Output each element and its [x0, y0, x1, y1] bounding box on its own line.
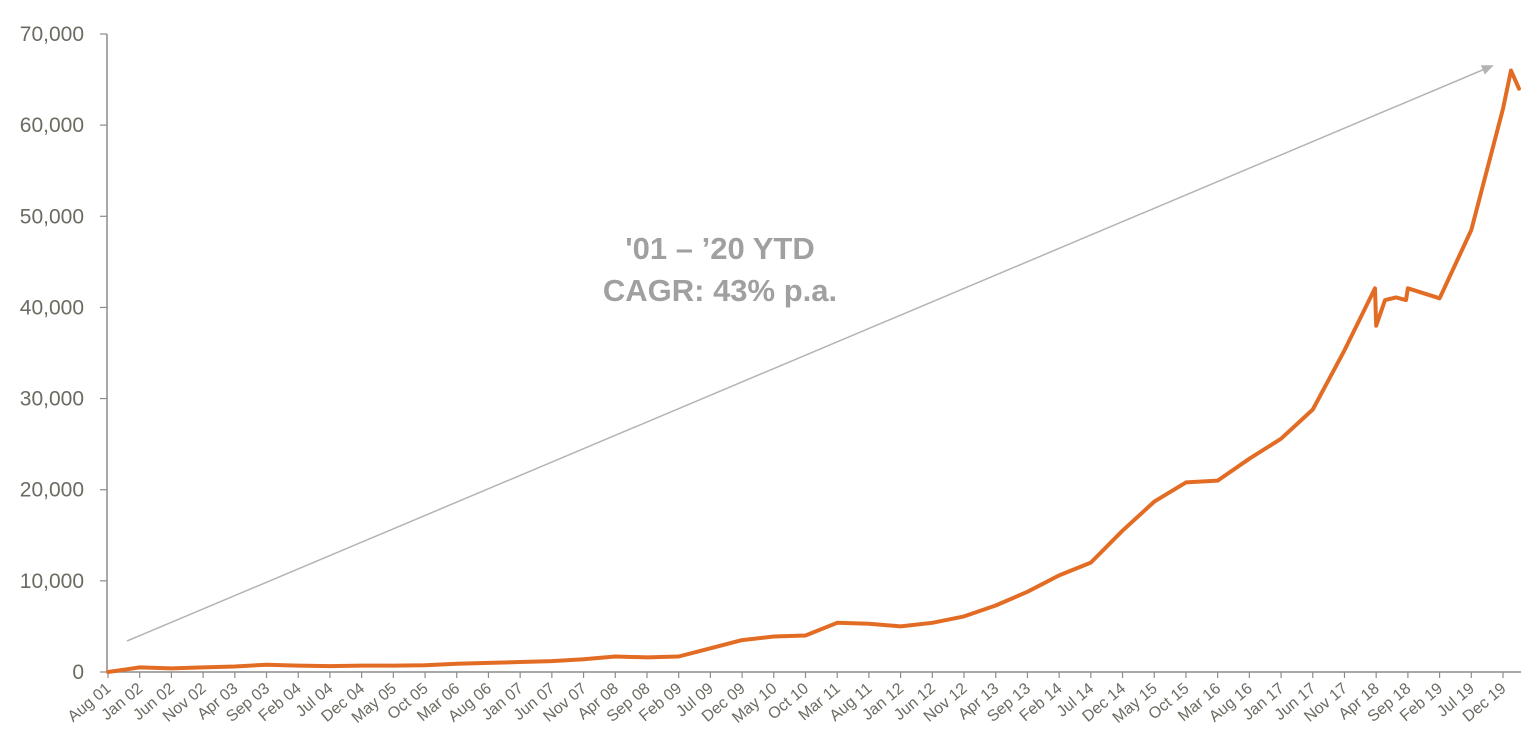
y-tick-label: 0: [72, 661, 84, 684]
y-tick-label: 30,000: [20, 388, 84, 411]
cagr-annotation: '01 – ’20 YTD CAGR: 43% p.a.: [560, 228, 880, 312]
data-series-line: [106, 68, 1521, 674]
y-axis: 0 10,000 20,000 30,000 40,000 50,000 60,000 70,…: [20, 23, 108, 684]
cagr-trend-arrow: [126, 65, 1494, 642]
y-tick-label: 50,000: [20, 205, 84, 228]
annotation-cagr: CAGR: 43% p.a.: [602, 273, 838, 308]
y-tick-label: 60,000: [20, 114, 84, 137]
y-tick-label: 20,000: [20, 479, 84, 502]
y-tick-label: 40,000: [20, 296, 84, 319]
annotation-period: '01 – ’20 YTD: [625, 231, 815, 266]
y-tick-label: 10,000: [20, 570, 84, 593]
y-tick-label: 70,000: [20, 23, 84, 46]
